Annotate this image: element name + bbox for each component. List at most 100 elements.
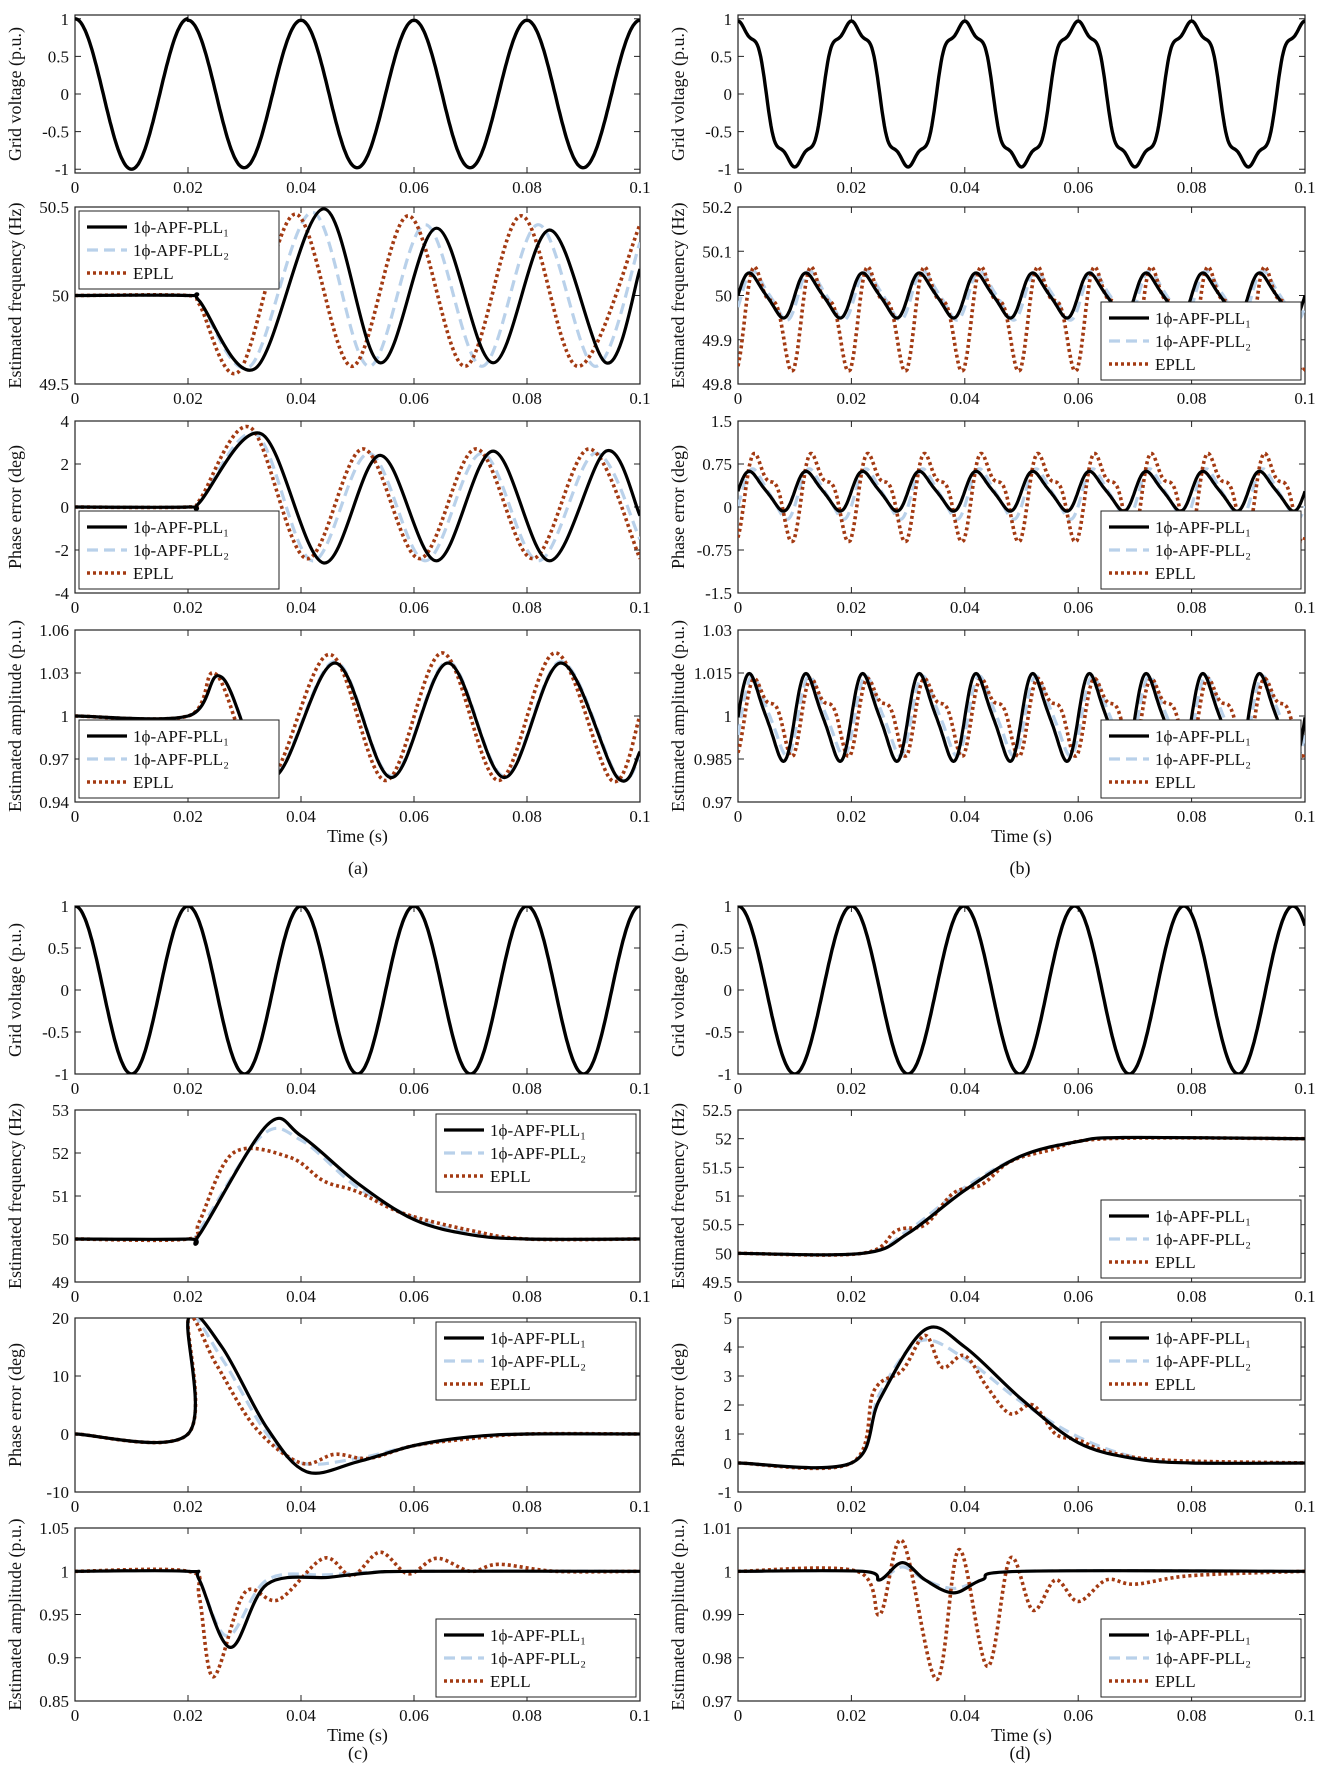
x-tick-label: 0.1: [1294, 598, 1315, 617]
plot-c-4: 0 0.02 0.04 0.06 0.08 0.1 1.05 1 0.95 0.9 0.85 Esti…: [5, 1519, 651, 1746]
legend: 1ϕ-APF-PLL₁ 1ϕ-APF-PLL₂ EPLL: [1100, 719, 1302, 799]
x-tick-label: 0.04: [286, 1497, 316, 1516]
legend-label-epll: EPLL: [490, 1375, 531, 1394]
x-tick-label: 0.1: [629, 389, 650, 408]
plot-a-4: 0 0.02 0.04 0.06 0.08 0.1 1.06 1.03 1 0.97 0.94 Est…: [5, 620, 651, 847]
legend-label-apf2: 1ϕ-APF-PLL₂: [1155, 332, 1251, 351]
x-tick-label: 0.06: [399, 1079, 429, 1098]
plot-a-2: 0 0.02 0.04 0.06 0.08 0.1 50.5 50 49.5 Estimated …: [5, 198, 651, 408]
series-line-apf1: [75, 1116, 640, 1246]
x-tick-label: 0.1: [629, 598, 650, 617]
y-tick-label: 1: [724, 707, 733, 726]
y-axis-title: Estimated frequency (Hz): [668, 203, 689, 389]
plot-b-1: 0 0.02 0.04 0.06 0.08 0.1 1 0.5 0 -0.5 -1 Grid volt…: [668, 10, 1316, 197]
y-tick-label: 10: [52, 1367, 69, 1386]
x-tick-label: 0.04: [286, 598, 316, 617]
y-axis-title: Estimated amplitude (p.u.): [668, 620, 689, 812]
y-tick-label: 1: [724, 897, 733, 916]
x-tick-label: 0.02: [837, 1706, 867, 1725]
y-tick-label: 50: [715, 287, 732, 306]
y-tick-label: 0: [724, 85, 733, 104]
legend: 1ϕ-APF-PLL₁ 1ϕ-APF-PLL₂ EPLL: [78, 719, 280, 799]
y-tick-label: 3: [724, 1367, 733, 1386]
plot-area: [75, 424, 640, 565]
y-tick-label: 0: [61, 1425, 70, 1444]
plot-b-4: 0 0.02 0.04 0.06 0.08 0.1 1.03 1.015 1 0.985 0.97 E…: [668, 620, 1316, 847]
plot-area: [75, 1318, 640, 1475]
x-tick-label: 0.02: [173, 1079, 203, 1098]
x-tick-label: 0: [734, 1079, 743, 1098]
legend-label-apf2: 1ϕ-APF-PLL₂: [1155, 1352, 1251, 1371]
x-tick-label: 0.08: [1177, 1497, 1207, 1516]
x-tick-label: 0: [734, 1497, 743, 1516]
y-tick-label: 50: [52, 1230, 69, 1249]
x-tick-label: 0.04: [950, 807, 980, 826]
y-axis-title: Grid voltage (p.u.): [668, 27, 689, 161]
y-tick-label: 52.5: [702, 1101, 732, 1120]
y-tick-label: -1.5: [705, 584, 732, 603]
x-tick-label: 0.06: [1063, 1497, 1093, 1516]
legend-label-epll: EPLL: [133, 773, 174, 792]
x-tick-label: 0.02: [173, 1497, 203, 1516]
series-line-epll: [738, 1538, 1305, 1682]
legend-label-apf2: 1ϕ-APF-PLL₂: [133, 750, 229, 769]
x-tick-label: 0.08: [512, 178, 542, 197]
plot-d-2: 0 0.02 0.04 0.06 0.08 0.1 52.5 52 51.5 51 50.5 50 49…: [668, 1101, 1316, 1306]
legend-label-apf1: 1ϕ-APF-PLL₁: [1155, 1626, 1251, 1645]
plot-area: [738, 19, 1305, 169]
x-tick-label: 0.1: [1294, 389, 1315, 408]
legend-label-apf1: 1ϕ-APF-PLL₁: [490, 1626, 586, 1645]
y-tick-label: -0.5: [705, 1023, 732, 1042]
y-tick-label: 2: [724, 1396, 733, 1415]
x-tick-label: 0.06: [399, 178, 429, 197]
y-tick-label: 50: [52, 287, 69, 306]
x-tick-label: 0.08: [512, 1497, 542, 1516]
y-axis-title: Estimated amplitude (p.u.): [668, 1519, 689, 1711]
y-tick-label: 0.94: [39, 793, 69, 812]
y-tick-label: 0.5: [711, 939, 732, 958]
y-tick-label: 1: [61, 1562, 70, 1581]
x-tick-label: 0.1: [629, 807, 650, 826]
y-tick-label: -0.75: [697, 541, 732, 560]
legend-label-epll: EPLL: [1155, 355, 1196, 374]
legend: 1ϕ-APF-PLL₁ 1ϕ-APF-PLL₂ EPLL: [1100, 301, 1302, 381]
y-tick-label: -1: [718, 1483, 732, 1502]
x-tick-label: 0.1: [1294, 1706, 1315, 1725]
series-line-epll: [75, 1550, 640, 1679]
y-axis-title: Phase error (deg): [668, 445, 689, 569]
legend-label-epll: EPLL: [1155, 1672, 1196, 1691]
plot-frame: [74, 14, 641, 174]
plot-area: [738, 1325, 1305, 1471]
series-line-apf2: [738, 269, 1305, 322]
x-tick-label: 0.02: [837, 389, 867, 408]
y-tick-label: 51: [715, 1187, 732, 1206]
panel-caption-c: (c): [348, 1743, 368, 1764]
series-line-apf1: [75, 207, 640, 372]
plot-area: [738, 451, 1305, 544]
x-axis-title: Time (s): [991, 1725, 1052, 1746]
y-tick-label: 5: [724, 1309, 733, 1328]
x-axis-title: Time (s): [327, 826, 388, 847]
x-tick-label: 0.02: [173, 389, 203, 408]
y-tick-label: -1: [718, 160, 732, 179]
x-tick-label: 0.04: [950, 1706, 980, 1725]
y-tick-label: 0: [724, 1454, 733, 1473]
x-tick-label: 0: [734, 178, 743, 197]
y-tick-label: -10: [46, 1483, 69, 1502]
x-tick-label: 0.02: [173, 1287, 203, 1306]
plot-d-1: 0 0.02 0.04 0.06 0.08 0.1 1 0.5 0 -0.5 -1 Grid volt…: [668, 897, 1316, 1098]
plot-c-1: 0 0.02 0.04 0.06 0.08 0.1 1 0.5 0 -0.5 -1 Grid volt…: [5, 897, 651, 1098]
y-tick-label: 0.985: [694, 750, 732, 769]
y-tick-label: 1.03: [39, 664, 69, 683]
y-tick-label: 50.5: [39, 198, 69, 217]
x-tick-label: 0.08: [1177, 598, 1207, 617]
x-tick-label: 0: [734, 1287, 743, 1306]
legend-label-apf2: 1ϕ-APF-PLL₂: [133, 241, 229, 260]
grid-voltage-line: [738, 19, 1305, 169]
x-tick-label: 0.08: [1177, 1706, 1207, 1725]
y-tick-label: 0.97: [39, 750, 69, 769]
plot-area: [75, 651, 640, 784]
legend-label-apf1: 1ϕ-APF-PLL₁: [133, 218, 229, 237]
legend: 1ϕ-APF-PLL₁ 1ϕ-APF-PLL₂ EPLL: [435, 1321, 637, 1401]
